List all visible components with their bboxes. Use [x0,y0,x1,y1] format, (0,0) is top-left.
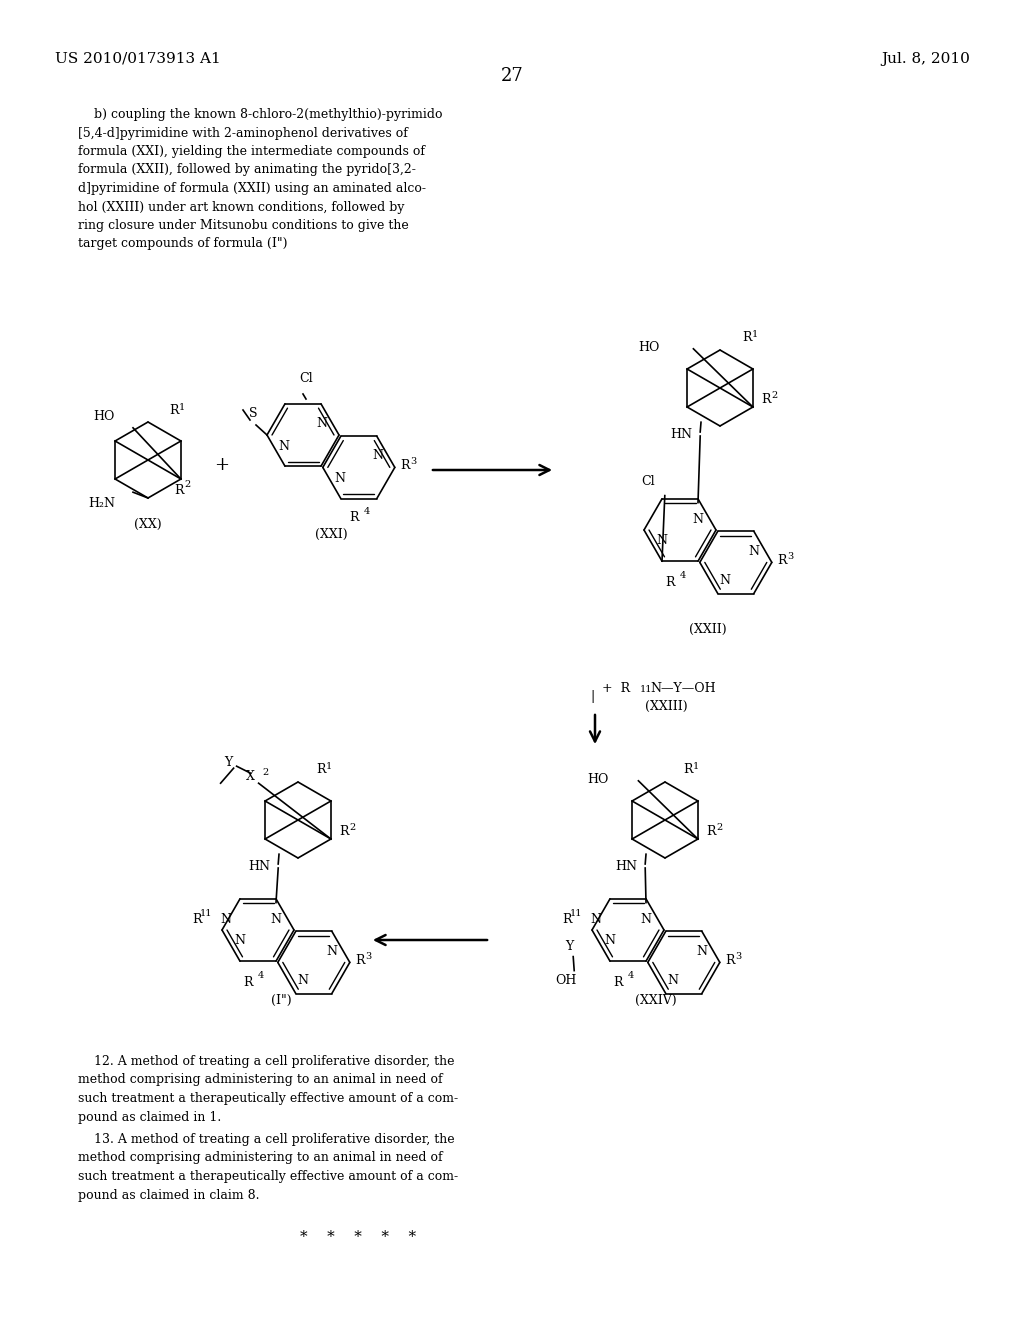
Text: OH: OH [555,974,577,986]
Text: 2: 2 [716,822,722,832]
Text: 2: 2 [262,768,269,776]
Text: 1: 1 [693,762,699,771]
Text: N: N [298,974,308,987]
Text: 11: 11 [569,908,582,917]
Text: N: N [749,545,760,558]
Text: R: R [706,825,716,838]
Text: |: | [590,690,594,704]
Text: 27: 27 [501,67,523,84]
Text: N: N [656,535,668,548]
Text: R: R [193,912,202,925]
Text: N: N [720,574,730,587]
Text: R: R [339,825,348,838]
Text: R: R [169,404,178,417]
Text: (XXIV): (XXIV) [635,994,677,1007]
Text: 13. A method of treating a cell proliferative disorder, the
method comprising ad: 13. A method of treating a cell prolifer… [78,1133,458,1201]
Text: 4: 4 [364,507,370,516]
Text: N—Y—OH: N—Y—OH [650,682,716,696]
Text: N: N [696,945,708,958]
Text: N: N [270,912,282,925]
Text: N: N [372,449,383,462]
Text: +  R: + R [602,682,630,696]
Text: Y: Y [565,940,573,953]
Text: 1: 1 [752,330,758,339]
Text: HN: HN [248,859,270,873]
Text: 4: 4 [258,972,264,979]
Text: Jul. 8, 2010: Jul. 8, 2010 [881,51,970,66]
Text: 2: 2 [184,480,190,488]
Text: N: N [335,473,345,486]
Text: N: N [279,440,290,453]
Text: N: N [640,912,651,925]
Text: R: R [399,459,410,471]
Text: HN: HN [670,428,692,441]
Text: 2: 2 [771,391,777,400]
Text: 1: 1 [327,762,333,771]
Text: *    *    *    *    *: * * * * * [300,1230,416,1243]
Text: b) coupling the known 8-chloro-2(methylthio)-pyrimido
[5,4-d]pyrimidine with 2-a: b) coupling the known 8-chloro-2(methylt… [78,108,442,251]
Text: N: N [668,974,679,987]
Text: 3: 3 [786,552,793,561]
Text: 4: 4 [680,572,686,579]
Text: (XXII): (XXII) [689,623,727,636]
Text: R: R [761,393,770,407]
Text: +: + [214,455,229,474]
Text: N: N [604,935,615,948]
Text: H₂N: H₂N [88,498,115,511]
Text: N: N [590,912,601,925]
Text: R: R [683,763,692,776]
Text: R: R [666,576,675,589]
Text: R: R [613,975,623,989]
Text: N: N [692,512,703,525]
Text: HO: HO [639,341,660,354]
Text: N: N [327,945,337,958]
Text: HN: HN [615,859,637,873]
Text: N: N [220,912,231,925]
Text: 12. A method of treating a cell proliferative disorder, the
method comprising ad: 12. A method of treating a cell prolifer… [78,1055,458,1123]
Text: R: R [354,954,365,966]
Text: 3: 3 [365,952,371,961]
Text: (XXI): (XXI) [314,528,347,541]
Text: R: R [316,763,326,776]
Text: R: R [562,912,572,925]
Text: 11: 11 [200,908,212,917]
Text: 11: 11 [640,685,652,694]
Text: R: R [742,331,752,345]
Text: 3: 3 [735,952,741,961]
Text: R: R [777,554,786,566]
Text: N: N [234,935,246,948]
Text: (XXIII): (XXIII) [645,700,688,713]
Text: R: R [244,975,253,989]
Text: X: X [246,770,255,783]
Text: HO: HO [93,409,115,422]
Text: US 2010/0173913 A1: US 2010/0173913 A1 [55,51,221,66]
Text: N: N [316,417,328,430]
Text: Y: Y [224,755,232,768]
Text: Cl: Cl [641,475,654,487]
Text: (I"): (I") [270,994,291,1007]
Text: S: S [249,407,257,420]
Text: R: R [175,484,184,498]
Text: 3: 3 [410,457,416,466]
Text: (XX): (XX) [134,517,162,531]
Text: Cl: Cl [299,372,312,385]
Text: 2: 2 [349,822,355,832]
Text: R: R [725,954,734,966]
Text: R: R [349,511,358,524]
Text: HO: HO [588,774,609,787]
Text: 4: 4 [628,972,634,979]
Text: 1: 1 [179,403,185,412]
